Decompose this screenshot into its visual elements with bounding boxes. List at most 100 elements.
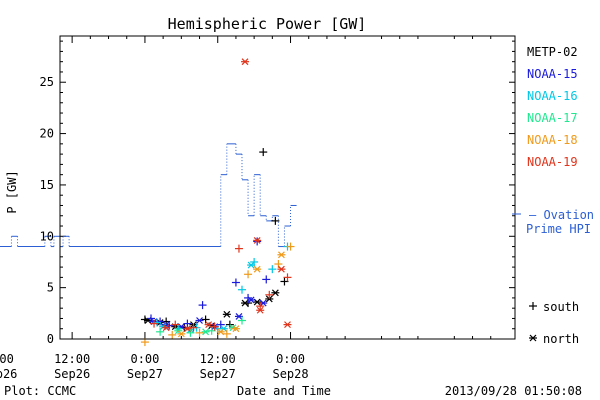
x-tick-labels: 12:00Sep250:00Sep2612:00Sep260:00Sep2712…	[0, 352, 309, 381]
data-point-north	[241, 299, 250, 307]
footer-left: Plot: CCMC	[4, 384, 76, 398]
data-point-north-stroke	[271, 289, 279, 297]
data-point-north-stroke	[174, 327, 182, 335]
data-point-north	[277, 251, 286, 259]
data-point-north-stroke	[253, 236, 261, 244]
data-point-north-stroke	[235, 312, 243, 320]
data-point-north-stroke	[232, 325, 240, 333]
data-point-south	[168, 330, 177, 339]
data-point-north	[253, 236, 262, 244]
legend-ovation-label-1: — Ovation	[529, 208, 594, 222]
legend-ovation-label-2: Prime HPI	[526, 222, 591, 236]
data-point-south	[195, 328, 204, 337]
data-point-north-stroke	[265, 295, 273, 303]
data-point-north-stroke	[196, 317, 203, 324]
y-axis-label: P [GW]	[5, 170, 19, 213]
y-tick-label: 25	[40, 75, 54, 89]
data-point-north-stroke	[247, 296, 255, 304]
data-point-south	[222, 329, 231, 338]
data-point-south	[265, 290, 274, 299]
legend-satellite-label: NOAA-19	[527, 155, 578, 169]
data-point-north	[204, 321, 213, 329]
data-point-north	[256, 306, 265, 314]
data-point-north	[271, 289, 280, 297]
data-point-south	[280, 277, 289, 286]
data-point-south	[262, 275, 271, 284]
data-point-north	[247, 261, 256, 269]
chart-title: Hemispheric Power [GW]	[168, 15, 367, 33]
data-point-south	[256, 302, 265, 311]
data-point-north	[201, 328, 210, 336]
legend-satellite-label: METP-02	[527, 45, 578, 59]
legend-north-marker	[529, 334, 537, 342]
data-point-north-stroke	[241, 58, 249, 66]
data-point-north-stroke	[159, 323, 167, 331]
legend-satellite-label: NOAA-16	[527, 89, 578, 103]
data-point-north	[241, 58, 250, 66]
legend-ovation: — Ovation Prime HPI	[512, 208, 594, 236]
data-point-north-stroke	[205, 321, 213, 329]
data-point-north-stroke	[247, 261, 255, 269]
data-point-north-stroke	[217, 328, 225, 336]
data-point-north	[195, 317, 204, 324]
data-point-north-stroke	[241, 299, 249, 307]
data-point-north-stroke	[253, 298, 261, 306]
data-point-south	[238, 316, 246, 325]
x-tick-time: 12:00	[200, 352, 236, 366]
ovation-layer	[0, 143, 297, 248]
data-point-south	[244, 293, 253, 302]
legend-markers: south north	[529, 300, 579, 346]
x-tick-date: Sep28	[272, 367, 308, 381]
data-point-north-stroke	[259, 299, 267, 307]
data-point-south	[271, 216, 280, 225]
data-point-south	[171, 320, 180, 329]
x-tick-time: 0:00	[0, 352, 14, 366]
x-axis-label: Date and Time	[237, 384, 331, 398]
x-tick-date: Sep27	[127, 367, 163, 381]
data-point-south	[259, 148, 268, 157]
data-point-north	[253, 298, 262, 306]
legend-south-marker	[529, 302, 537, 310]
data-point-north-stroke	[284, 321, 291, 329]
data-point-north-stroke	[253, 265, 261, 273]
data-point-north	[277, 265, 286, 273]
legend-satellites: METP-02 NOAA-15 NOAA-16 NOAA-17 NOAA-18 NOAA-…	[527, 45, 578, 169]
x-tick-date: Sep26	[54, 367, 90, 381]
legend-satellite-label: NOAA-18	[527, 133, 578, 147]
data-point-north	[247, 296, 256, 304]
y-tick-label: 20	[40, 127, 54, 141]
data-point-south	[231, 278, 240, 287]
y-tick-label: 15	[40, 178, 54, 192]
y-tick-labels: 0 5 10 15 20 25	[40, 75, 54, 346]
x-tick-date: Sep26	[0, 367, 17, 381]
legend-north-marker-stroke	[529, 334, 537, 342]
data-point-south	[286, 242, 295, 251]
data-point-north	[183, 325, 192, 333]
data-point-south	[207, 326, 216, 335]
data-point-north	[234, 312, 243, 320]
data-point-north-stroke	[229, 324, 237, 332]
data-point-north	[283, 321, 292, 329]
data-point-north-stroke	[208, 322, 216, 330]
x-tick-time: 0:00	[276, 352, 305, 366]
data-point-north	[253, 265, 262, 273]
data-point-south	[283, 273, 292, 282]
data-point-south	[186, 328, 195, 337]
data-point-south	[216, 320, 225, 329]
data-point-south	[150, 319, 159, 328]
data-point-north-stroke	[278, 251, 285, 259]
data-point-south	[244, 270, 253, 279]
data-point-north-stroke	[278, 265, 285, 273]
x-tick-time: 0:00	[130, 352, 159, 366]
footer-right: 2013/09/28 01:50:08	[445, 384, 582, 398]
x-tick-time: 12:00	[54, 352, 90, 366]
y-tick-label: 0	[47, 332, 54, 346]
data-point-north-stroke	[177, 330, 185, 338]
data-point-south	[156, 327, 165, 336]
data-point-north	[231, 325, 240, 333]
data-point-north-stroke	[223, 310, 231, 318]
data-point-north-stroke	[162, 324, 170, 332]
data-point-south	[198, 301, 207, 310]
